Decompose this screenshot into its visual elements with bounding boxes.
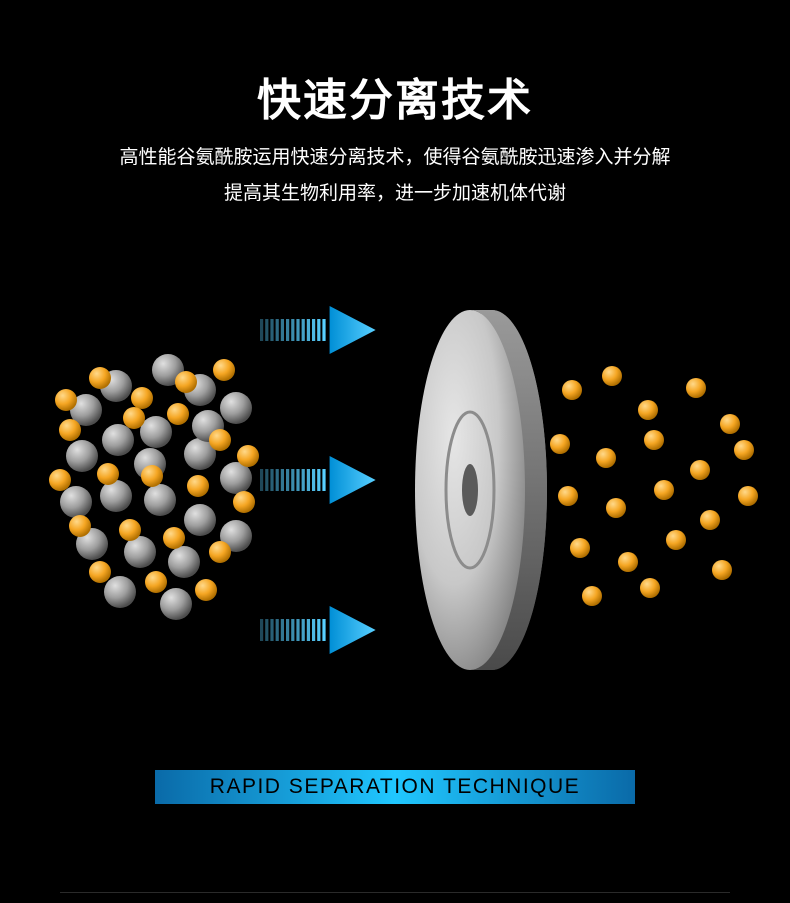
footer-divider: [60, 892, 730, 893]
page-root: 快速分离技术 高性能谷氨酰胺运用快速分离技术，使得谷氨酰胺迅速渗入并分解 提高其…: [0, 0, 790, 903]
particles-left: [49, 354, 259, 620]
banner-label: RAPID SEPARATION TECHNIQUE: [155, 770, 635, 804]
arrow-icon: [260, 606, 376, 654]
description-line-1: 高性能谷氨酰胺运用快速分离技术，使得谷氨酰胺迅速渗入并分解: [0, 140, 790, 176]
description-block: 高性能谷氨酰胺运用快速分离技术，使得谷氨酰胺迅速渗入并分解 提高其生物利用率，进…: [0, 140, 790, 212]
filter-disc: [415, 310, 547, 670]
particles-right: [550, 366, 758, 606]
arrow-icon: [260, 456, 376, 504]
separation-diagram: [0, 240, 790, 740]
page-title: 快速分离技术: [0, 64, 790, 128]
arrow-icon: [260, 306, 376, 354]
arrows-group: [260, 306, 376, 654]
description-line-2: 提高其生物利用率，进一步加速机体代谢: [0, 176, 790, 212]
